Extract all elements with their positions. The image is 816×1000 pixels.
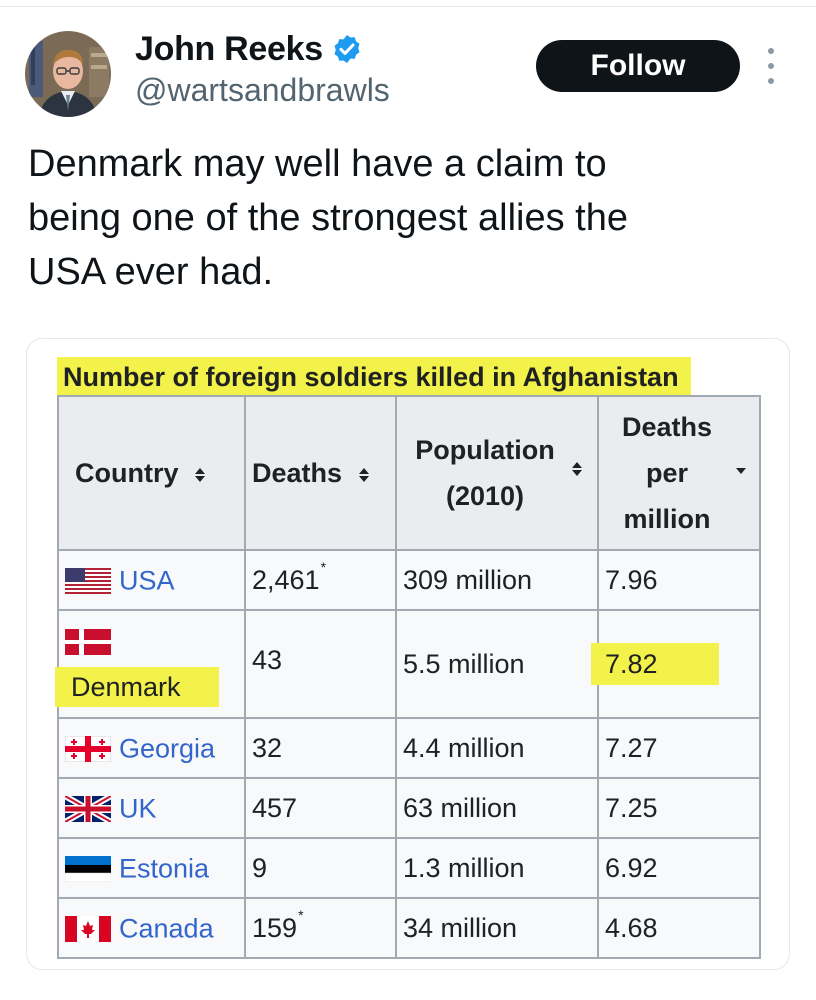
table-row: USA 2,461* 309 million 7.96 — [57, 549, 761, 611]
country-link-uk[interactable]: UK — [119, 793, 157, 824]
footnote-marker[interactable]: * — [320, 558, 327, 575]
country-link-canada[interactable]: Canada — [119, 913, 214, 944]
canada-flag-icon — [65, 915, 111, 942]
highlight-marker — [591, 643, 719, 685]
table-row: Georgia 32 4.4 million 7.27 — [57, 717, 761, 779]
denmark-flag-icon — [65, 629, 111, 655]
country-cell: UK — [57, 777, 246, 839]
tweet-media-image[interactable]: Number of foreign soldiers killed in Afg… — [26, 338, 790, 970]
table-row: Denmark 43 5.5 million 7.82 — [55, 609, 761, 719]
table-row: Canada 159* 34 million 4.68 — [57, 897, 761, 959]
deaths-per-million-cell-highlighted: 7.82 — [591, 609, 761, 719]
deaths-per-million-cell: 7.25 — [597, 777, 761, 839]
population-cell: 4.4 million — [395, 717, 599, 779]
country-name-denmark-highlighted[interactable]: Denmark — [55, 667, 219, 707]
deaths-per-million-cell: 6.92 — [597, 837, 761, 899]
deaths-cell: 2,461* — [244, 549, 397, 611]
deaths-per-million-cell: 7.27 — [597, 717, 761, 779]
author-handle[interactable]: @wartsandbrawls — [135, 72, 390, 108]
country-cell: Canada — [57, 897, 246, 959]
population-cell: 34 million — [395, 897, 599, 959]
author-display-name[interactable]: John Reeks — [135, 29, 323, 68]
column-header-population[interactable]: Population (2010) — [395, 395, 599, 551]
table-caption: Number of foreign soldiers killed in Afg… — [57, 357, 691, 397]
avatar[interactable] — [25, 31, 111, 117]
deaths-cell: 457 — [244, 777, 397, 839]
footnote-marker[interactable]: * — [298, 906, 304, 923]
country-cell: Denmark — [55, 609, 246, 719]
verified-badge-icon[interactable] — [331, 33, 363, 65]
population-cell: 63 million — [395, 777, 599, 839]
follow-button[interactable]: Follow — [536, 40, 740, 92]
country-cell: USA — [57, 549, 246, 611]
deaths-per-million-cell: 7.96 — [597, 549, 761, 611]
country-link-usa[interactable]: USA — [119, 565, 175, 596]
table-row: UK 457 63 million 7.25 — [57, 777, 761, 839]
column-header-country[interactable]: Country — [57, 395, 246, 551]
country-cell: Georgia — [57, 717, 246, 779]
sort-icon[interactable] — [194, 467, 206, 483]
sort-icon[interactable] — [358, 467, 370, 483]
usa-flag-icon — [65, 567, 111, 594]
deaths-cell: 9 — [244, 837, 397, 899]
sort-descending-icon[interactable] — [735, 467, 747, 475]
country-link-estonia[interactable]: Estonia — [119, 853, 210, 884]
estonia-flag-icon — [65, 855, 111, 882]
deaths-per-million-cell: 4.68 — [597, 897, 761, 959]
georgia-flag-icon — [65, 735, 111, 762]
table-row: Estonia 9 1.3 million 6.92 — [57, 837, 761, 899]
sort-icon[interactable] — [571, 461, 583, 477]
population-cell: 5.5 million — [395, 609, 599, 719]
more-options-icon[interactable] — [764, 48, 778, 84]
top-divider — [0, 6, 816, 7]
deaths-cell: 32 — [244, 717, 397, 779]
population-cell: 309 million — [395, 549, 599, 611]
deaths-cell: 43 — [244, 609, 397, 719]
profile-photo — [25, 31, 111, 117]
population-cell: 1.3 million — [395, 837, 599, 899]
author-name-row: John Reeks — [135, 26, 363, 72]
tweet-text: Denmark may well have a claim to being o… — [28, 143, 628, 293]
casualties-table: Country Deaths Population (2010) D — [55, 395, 761, 959]
column-header-deaths[interactable]: Deaths — [244, 395, 397, 551]
deaths-cell: 159* — [244, 897, 397, 959]
column-header-deaths-per-million[interactable]: Deaths per million — [597, 395, 761, 551]
country-cell: Estonia — [57, 837, 246, 899]
country-link-georgia[interactable]: Georgia — [119, 733, 216, 764]
uk-flag-icon — [65, 795, 111, 822]
